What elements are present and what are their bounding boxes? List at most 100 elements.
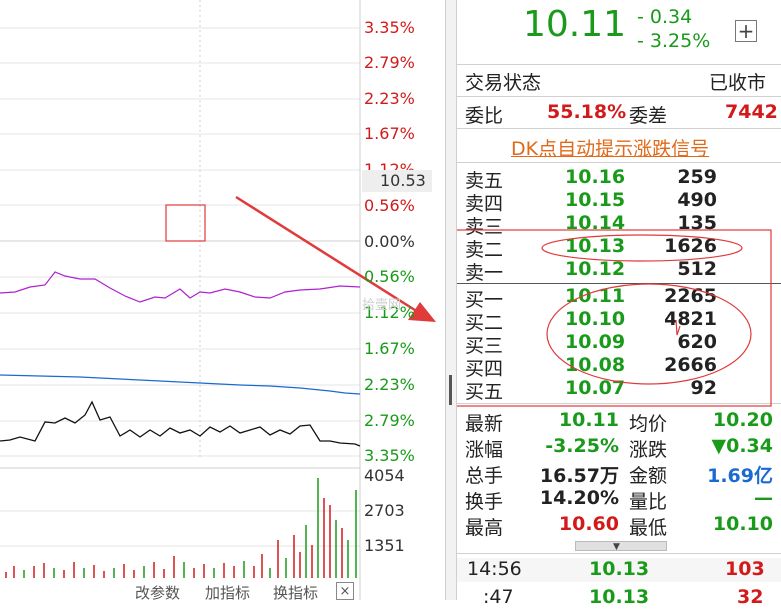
ask-label: 卖一	[465, 262, 504, 284]
ask-volume: 259	[677, 166, 717, 188]
splitter-handle[interactable]	[449, 375, 452, 405]
tick-price: 10.13	[589, 586, 650, 608]
stat-label: 金额	[629, 465, 668, 487]
tick-volume: 103	[725, 558, 765, 580]
stat-value: -3.25%	[545, 435, 619, 457]
stat-value: 1.69亿	[707, 465, 773, 487]
pct-text: 2.79%	[364, 411, 415, 430]
trading-status-label: 交易状态	[465, 72, 542, 94]
bid-ask-diff-label: 委差	[629, 105, 668, 127]
add-watchlist-button[interactable]: +	[735, 20, 757, 42]
bid-volume: 92	[690, 377, 717, 399]
ask-price: 10.14	[565, 212, 626, 234]
stat-value: 14.20%	[539, 487, 619, 509]
tick-price: 10.13	[589, 558, 650, 580]
trading-status-value: 已收市	[709, 72, 767, 94]
pct-label: 2.79%	[364, 411, 415, 430]
pct-text: 1.12%	[364, 303, 415, 322]
stat-label: 涨跌	[629, 439, 668, 461]
annotation-box	[165, 204, 206, 242]
ask-price: 10.15	[565, 189, 626, 211]
switch-indicator-button[interactable]: 换指标	[273, 584, 319, 602]
expand-tab[interactable]	[575, 541, 667, 551]
bid-price: 10.10	[565, 308, 626, 330]
pct-label: 3.35%	[364, 18, 415, 37]
volume-axis-label: 1351	[364, 536, 405, 555]
bid-volume: 620	[677, 331, 717, 353]
divider	[457, 128, 781, 129]
tick-volume: 32	[737, 586, 764, 608]
bid-ask-diff-value: 7442	[725, 101, 778, 123]
ask-label: 卖四	[465, 193, 504, 215]
stat-label: 换手	[465, 491, 504, 513]
pct-label: 0.56%	[364, 267, 415, 286]
chevron-down-icon: ▼	[613, 542, 620, 552]
volume-axis-label: 4054	[364, 466, 405, 485]
blue-indicator-line	[0, 374, 361, 395]
stat-value: 10.10	[712, 513, 773, 535]
quote-panel: 10.11 - 0.34 - 3.25% + 交易状态 已收市 委比 55.18…	[457, 0, 781, 610]
bid-ask-ratio-label: 委比	[465, 105, 504, 127]
ask-price: 10.16	[565, 166, 626, 188]
signal-link[interactable]: DK点自动提示涨跌信号	[511, 138, 710, 160]
chart-canvas	[0, 0, 436, 600]
pct-label: 2.23%	[364, 89, 415, 108]
volume-axis-label: 2703	[364, 501, 405, 520]
stat-label: 涨幅	[465, 439, 504, 461]
watermark-text: 拾壹网	[362, 298, 402, 313]
ask-volume: 135	[677, 212, 717, 234]
divider	[457, 403, 781, 404]
pct-text: 1.67%	[364, 339, 415, 358]
black-price-line	[0, 400, 361, 447]
ask-price: 10.12	[565, 258, 626, 280]
stat-label: 最高	[465, 517, 504, 539]
chart-toolbar: 改参数 加指标 换指标	[130, 582, 360, 602]
pct-label: 0.00%	[364, 232, 415, 251]
pct-text: 0.00%	[364, 232, 415, 251]
tick-time: 14:56	[467, 558, 522, 580]
stat-label: 最低	[629, 517, 668, 539]
bid-price: 10.09	[565, 331, 626, 353]
ask-volume: 512	[677, 258, 717, 280]
current-price-tag: 10.53	[362, 170, 432, 192]
pct-label: 1.12%	[364, 303, 415, 322]
edit-params-button[interactable]: 改参数	[135, 584, 181, 602]
price-change: - 0.34	[637, 6, 693, 28]
pct-text: 2.23%	[364, 89, 415, 108]
volume-bars	[5, 478, 357, 578]
tick-time: :47	[483, 586, 514, 608]
bid-label: 买五	[465, 381, 504, 403]
stat-label: 总手	[465, 465, 504, 487]
pct-label: 0.56%	[364, 196, 415, 215]
divider	[457, 96, 781, 97]
price-change-pct: - 3.25%	[637, 30, 711, 52]
panel-splitter[interactable]	[445, 0, 457, 600]
stat-value: 10.20	[712, 409, 773, 431]
pct-text: 1.67%	[364, 124, 415, 143]
intraday-chart[interactable]: 3.35% 2.79% 2.23% 1.67% 1.12% 10.53 0.56…	[0, 0, 445, 602]
ask-price: 10.13	[565, 235, 626, 257]
ask-volume: 1626	[664, 235, 717, 257]
stat-value: 10.11	[558, 409, 619, 431]
divider	[457, 64, 781, 65]
pct-label: 1.67%	[364, 339, 415, 358]
stat-label: 量比	[629, 491, 668, 513]
bid-volume: 2666	[664, 354, 717, 376]
tick-row: :47 10.13 32	[457, 586, 781, 610]
add-indicator-button[interactable]: 加指标	[205, 584, 251, 602]
pct-text: 3.35%	[364, 18, 415, 37]
magenta-indicator-line	[0, 271, 361, 303]
stat-label: 最新	[465, 413, 504, 435]
pct-label: 2.79%	[364, 53, 415, 72]
tick-row: 14:56 10.13 103	[457, 558, 781, 582]
pct-text: 0.56%	[364, 267, 415, 286]
bid-price: 10.07	[565, 377, 626, 399]
pct-text: 3.35%	[364, 446, 415, 465]
pct-label: 3.35%	[364, 446, 415, 465]
stat-label: 均价	[629, 413, 668, 435]
pct-text: 2.79%	[364, 53, 415, 72]
stat-value: ▼0.34	[711, 435, 774, 457]
stat-value: —	[754, 487, 773, 509]
close-indicator-button[interactable]: ×	[336, 582, 354, 600]
pct-text: 0.56%	[364, 196, 415, 215]
